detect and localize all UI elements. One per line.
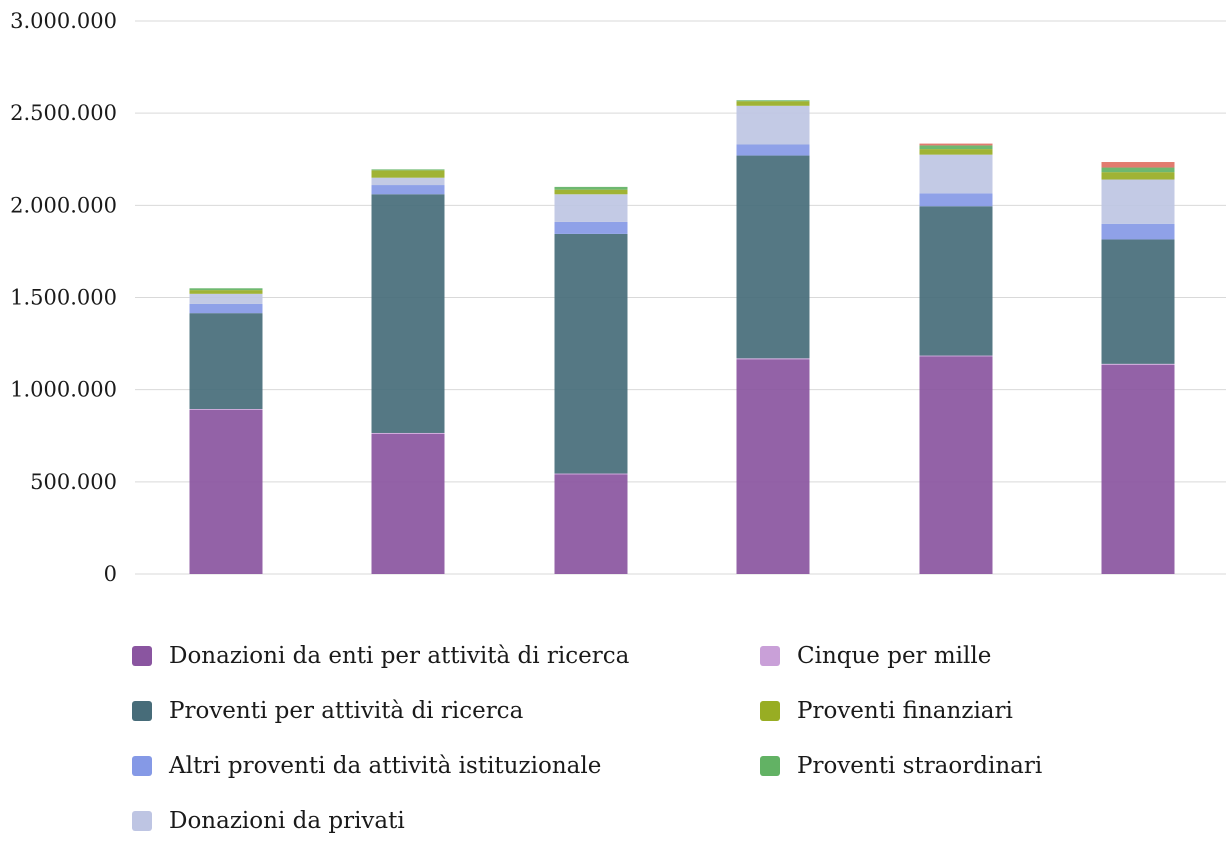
bar-segment [189,290,263,294]
bar-segment [919,356,993,574]
bar-segment [736,155,810,359]
legend-label: Altri proventi da attività istituzionale [169,753,602,779]
bar-stack [919,143,993,574]
bar-segment [189,288,263,291]
bar-segment [554,473,628,475]
bar-segment [554,189,628,195]
legend-swatch [132,811,152,831]
bar-segment [371,169,445,171]
bars [189,100,1175,574]
bar-segment [371,432,445,434]
legend-item-proventi-finanziari: Proventi finanziari [760,691,1013,731]
bar-segment [1101,239,1175,364]
grid-lines [135,20,1226,575]
bar-segment [919,206,993,356]
legend: Donazioni da enti per attività di ricerc… [132,636,1132,836]
legend-swatch [132,701,152,721]
bar-segment [736,101,810,106]
y-tick-label: 3.000.000 [10,9,117,33]
bar-segment [554,186,628,190]
legend-item-proventi-straordinari: Proventi straordinari [760,746,1042,786]
legend-item-donazioni-enti: Donazioni da enti per attività di ricerc… [132,636,629,676]
bar-stack [189,288,263,574]
bar-segment [554,194,628,222]
bar-segment [189,293,263,304]
bar-stack [554,186,628,574]
bar-segment [189,409,263,574]
bar-segment [371,433,445,574]
bar-segment [371,194,445,433]
bar-stack [371,169,445,574]
y-axis-tick-labels: 0 500.000 1.000.000 1.500.000 2.000.000 2.500… [10,9,117,586]
y-tick-label: 2.000.000 [10,193,117,217]
bar-segment [1101,223,1175,240]
bar-segment [189,409,263,410]
legend-swatch [132,756,152,776]
y-tick-label: 1.500.000 [10,286,117,310]
legend-label: Proventi straordinari [797,753,1043,779]
bar-segment [554,233,628,474]
legend-swatch [760,701,780,721]
bar-segment [554,474,628,574]
bar-segment [371,185,445,195]
legend-item-donazioni-privati: Donazioni da privati [132,801,405,841]
bar-stack [736,100,810,574]
stacked-bar-chart: 0 500.000 1.000.000 1.500.000 2.000.000 2.500… [10,9,1226,586]
y-tick-label: 0 [104,562,117,586]
y-tick-label: 1.000.000 [10,378,117,402]
bar-segment [919,149,993,155]
bar-segment [736,105,810,145]
bar-segment [736,100,810,102]
bar-segment [736,359,810,574]
bar-segment [736,358,810,360]
y-tick-label: 500.000 [30,470,117,494]
bar-segment [1101,172,1175,180]
legend-label: Cinque per mille [797,643,992,669]
legend-swatch [132,646,152,666]
bar-segment [919,143,993,146]
bar-segment [919,145,993,150]
legend-item-cinque-per-mille: Cinque per mille [760,636,991,676]
bar-segment [1101,363,1175,365]
bar-segment [189,303,263,314]
bar-segment [736,144,810,156]
legend-item-proventi-ricerca: Proventi per attività di ricerca [132,691,523,731]
legend-label: Proventi per attività di ricerca [169,698,524,724]
y-tick-label: 2.500.000 [10,101,117,125]
bar-segment [919,355,993,357]
bar-segment [919,193,993,207]
legend-swatch [760,756,780,776]
legend-label: Proventi finanziari [797,698,1013,724]
bar-stack [1101,162,1175,574]
legend-swatch [760,646,780,666]
bar-segment [1101,179,1175,224]
bar-segment [371,170,445,178]
bar-segment [554,221,628,234]
legend-item-altri-proventi: Altri proventi da attività istituzionale [132,746,601,786]
bar-segment [1101,167,1175,173]
legend-label: Donazioni da enti per attività di ricerc… [169,643,630,669]
bar-segment [371,177,445,186]
bar-segment [1101,162,1175,168]
legend-label: Donazioni da privati [169,808,405,834]
bar-segment [1101,364,1175,574]
bar-segment [919,154,993,194]
bar-segment [189,313,263,410]
